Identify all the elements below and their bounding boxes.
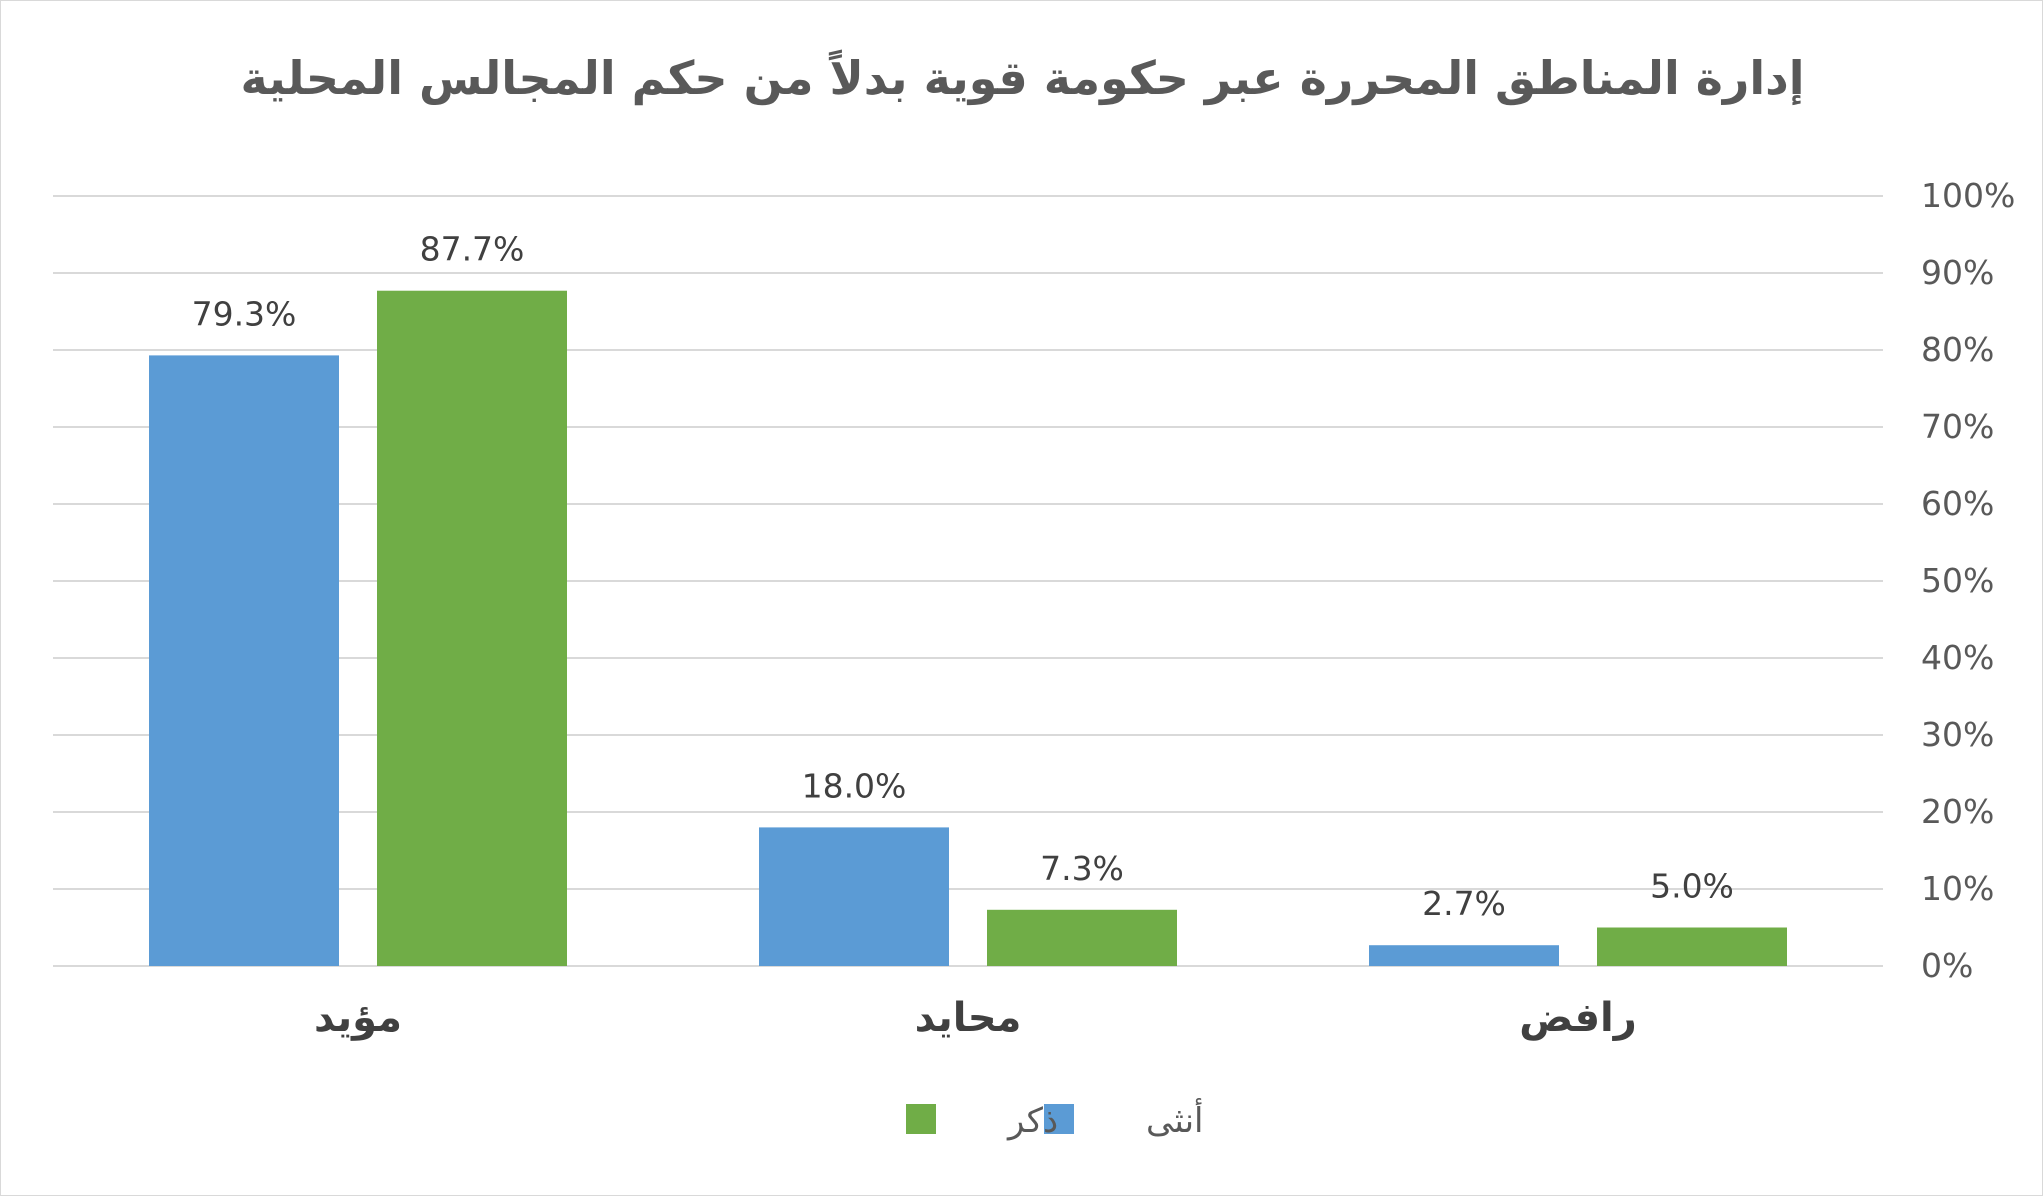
legend-label: ذكر bbox=[1006, 1101, 1058, 1141]
y-tick-label: 30% bbox=[1921, 715, 1994, 754]
y-tick-label: 60% bbox=[1921, 484, 1994, 523]
y-tick-label: 80% bbox=[1921, 330, 1994, 369]
y-tick-label: 40% bbox=[1921, 638, 1994, 677]
chart-title: إدارة المناطق المحررة عبر حكومة قوية بدل… bbox=[240, 51, 1805, 105]
data-label: 5.0% bbox=[1650, 867, 1734, 906]
legend-swatch bbox=[906, 1104, 936, 1134]
category-label: محايد bbox=[915, 995, 1022, 1041]
y-axis-ticks: 0% 10% 20% 30% 40% 50% 60% 70% 80% 90% 100% bbox=[1921, 176, 2015, 985]
y-tick-label: 90% bbox=[1921, 253, 1994, 292]
bar bbox=[1597, 927, 1787, 966]
data-label: 2.7% bbox=[1422, 884, 1506, 923]
bars bbox=[149, 290, 1787, 967]
data-label: 7.3% bbox=[1040, 849, 1124, 888]
y-tick-label: 70% bbox=[1921, 407, 1994, 446]
gridlines bbox=[53, 195, 1883, 967]
bar bbox=[987, 909, 1177, 966]
category-label: مؤيد bbox=[314, 995, 402, 1041]
bar bbox=[377, 290, 567, 967]
legend-swatch bbox=[1044, 1104, 1074, 1134]
legend-label: أنثى bbox=[1146, 1098, 1204, 1141]
y-tick-label: 10% bbox=[1921, 869, 1994, 908]
category-label: رافض bbox=[1519, 995, 1637, 1041]
bar bbox=[759, 827, 949, 966]
data-labels: 79.3% 87.7% 18.0% 7.3% 2.7% 5.0% bbox=[192, 230, 1734, 924]
x-axis-categories: مؤيد محايد رافض bbox=[314, 995, 1637, 1041]
y-tick-label: 100% bbox=[1921, 176, 2015, 215]
bar bbox=[149, 355, 339, 966]
y-tick-label: 0% bbox=[1921, 946, 1973, 985]
y-tick-label: 50% bbox=[1921, 561, 1994, 600]
data-label: 79.3% bbox=[192, 294, 297, 333]
data-label: 18.0% bbox=[802, 766, 907, 805]
y-tick-label: 20% bbox=[1921, 792, 1994, 831]
bar bbox=[1369, 945, 1559, 966]
legend: أنثى ذكر bbox=[906, 1098, 1204, 1141]
data-label: 87.7% bbox=[420, 230, 525, 269]
